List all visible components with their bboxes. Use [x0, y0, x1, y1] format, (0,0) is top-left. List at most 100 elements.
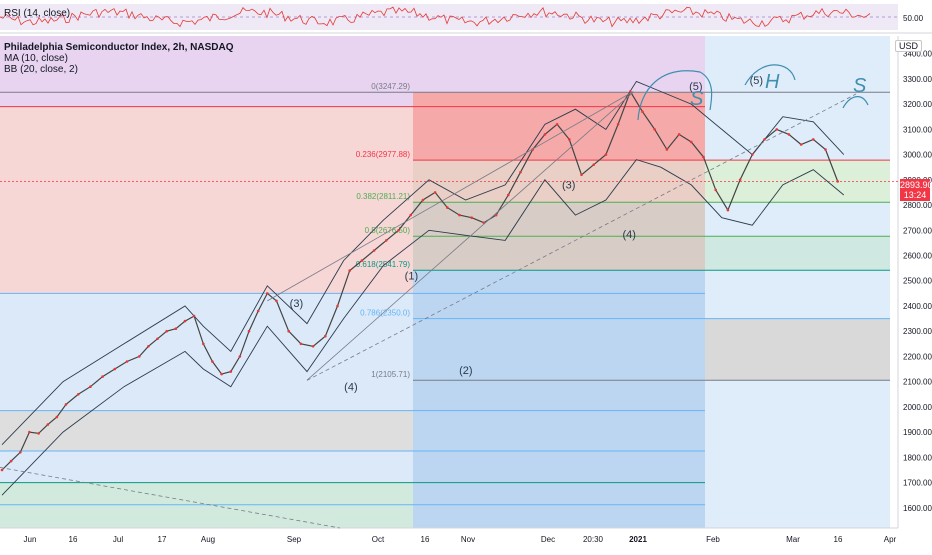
blue-zone-mid — [413, 270, 705, 528]
y-tick-2: 3200.00 — [903, 100, 932, 109]
y-tick-14: 2000.00 — [903, 403, 932, 412]
price-point — [507, 193, 510, 197]
price-point — [604, 153, 608, 156]
head-shoulders-curve-right — [842, 96, 869, 109]
price-point — [125, 360, 129, 363]
fib-teal-right — [705, 236, 890, 271]
x-tick-5: Sep — [287, 535, 302, 544]
y-tick-9: 2500.00 — [903, 277, 932, 286]
wave-label-7: (5) — [750, 75, 763, 87]
x-tick-13: Mar — [786, 535, 800, 544]
price-point — [266, 292, 269, 295]
trendline-dashed-lower — [0, 467, 341, 529]
x-tick-1: 16 — [69, 535, 78, 544]
price-point — [238, 355, 242, 358]
wave-label-4: (3) — [562, 180, 575, 192]
red-zone-left — [0, 106, 413, 294]
price-point — [336, 304, 339, 308]
wave-label-2: (1) — [405, 271, 418, 283]
y-tick-1: 3300.00 — [903, 75, 932, 84]
y-tick-18: 1600.00 — [903, 504, 932, 513]
y-tick-0: 3400.00 — [903, 50, 932, 59]
price-point — [19, 451, 22, 454]
y-tick-4: 3000.00 — [903, 151, 932, 160]
price-point — [616, 123, 620, 126]
price-point — [555, 123, 559, 126]
price-point — [275, 299, 278, 303]
price-point — [702, 155, 705, 159]
trendline-dashed — [306, 93, 857, 381]
price-point — [147, 345, 150, 348]
x-tick-9: Dec — [541, 535, 555, 544]
price-point — [824, 148, 827, 151]
price-point — [360, 259, 364, 262]
fib-label-2: 0.382(2811.21) — [356, 192, 410, 201]
price-point — [568, 138, 571, 141]
rsi-background — [0, 4, 898, 30]
price-point — [470, 216, 474, 219]
y-tick-15: 1900.00 — [903, 428, 932, 437]
price-point — [665, 148, 669, 151]
price-point — [677, 133, 681, 136]
wave-label-1: (4) — [344, 382, 357, 394]
currency-badge[interactable]: USD — [894, 40, 922, 52]
x-tick-8: Nov — [461, 535, 475, 544]
rsi-level-label: 50.00 — [903, 14, 924, 23]
x-tick-0: Jun — [24, 535, 37, 544]
price-point — [433, 191, 437, 194]
fib-label-4: 0.618(2541.79) — [356, 260, 411, 269]
x-tick-6: Oct — [372, 535, 385, 544]
price-point — [324, 334, 327, 338]
x-tick-14: 16 — [834, 535, 843, 544]
price-axis-bg — [898, 36, 932, 528]
price-point — [641, 110, 644, 113]
price-point — [580, 173, 583, 177]
rsi-line — [0, 6, 871, 28]
y-tick-8: 2600.00 — [903, 252, 932, 261]
price-point — [751, 153, 754, 156]
y-tick-3: 3100.00 — [903, 125, 932, 134]
price-point — [409, 213, 413, 217]
price-point — [653, 128, 656, 131]
price-point — [543, 133, 547, 136]
price-point — [714, 188, 717, 192]
price-point — [229, 370, 233, 373]
fib-label-3: 0.5(2676.50) — [365, 226, 411, 235]
price-point — [165, 329, 168, 333]
bb-lower-line — [1, 159, 845, 496]
fib-label-5: 0.786(2350.0) — [360, 309, 410, 318]
price-point — [738, 178, 742, 182]
x-tick-2: Jul — [113, 535, 123, 544]
y-tick-10: 2400.00 — [903, 302, 932, 311]
price-point — [9, 459, 13, 463]
y-tick-17: 1700.00 — [903, 479, 932, 488]
price-point — [763, 138, 766, 141]
price-point — [192, 314, 196, 318]
price-point — [775, 128, 778, 131]
last-price-badge: 2893.90 13:24 — [900, 179, 932, 201]
fib-trend-line — [306, 91, 634, 381]
x-tick-7: 16 — [421, 535, 430, 544]
main-legend: Philadelphia Semiconductor Index, 2h, NA… — [4, 42, 233, 75]
price-point — [690, 140, 693, 144]
fib-label-6: 1(2105.71) — [371, 370, 410, 379]
price-point — [494, 213, 498, 217]
price-point — [385, 239, 388, 242]
price-point — [348, 269, 352, 272]
price-point — [421, 198, 425, 202]
wave-label-3: (2) — [459, 365, 472, 377]
price-point — [77, 393, 80, 396]
handwritten-annotation-2: S — [853, 75, 867, 97]
x-tick-12: Feb — [706, 535, 720, 544]
x-tick-10: 20:30 — [583, 535, 604, 544]
y-tick-16: 1800.00 — [903, 453, 932, 462]
price-point — [220, 372, 223, 376]
trendline-upper — [267, 91, 634, 302]
price-point — [458, 213, 461, 217]
price-point — [89, 385, 92, 389]
head-shoulders-curve-head — [744, 64, 796, 86]
price-point — [726, 208, 730, 212]
price-point — [55, 415, 59, 419]
